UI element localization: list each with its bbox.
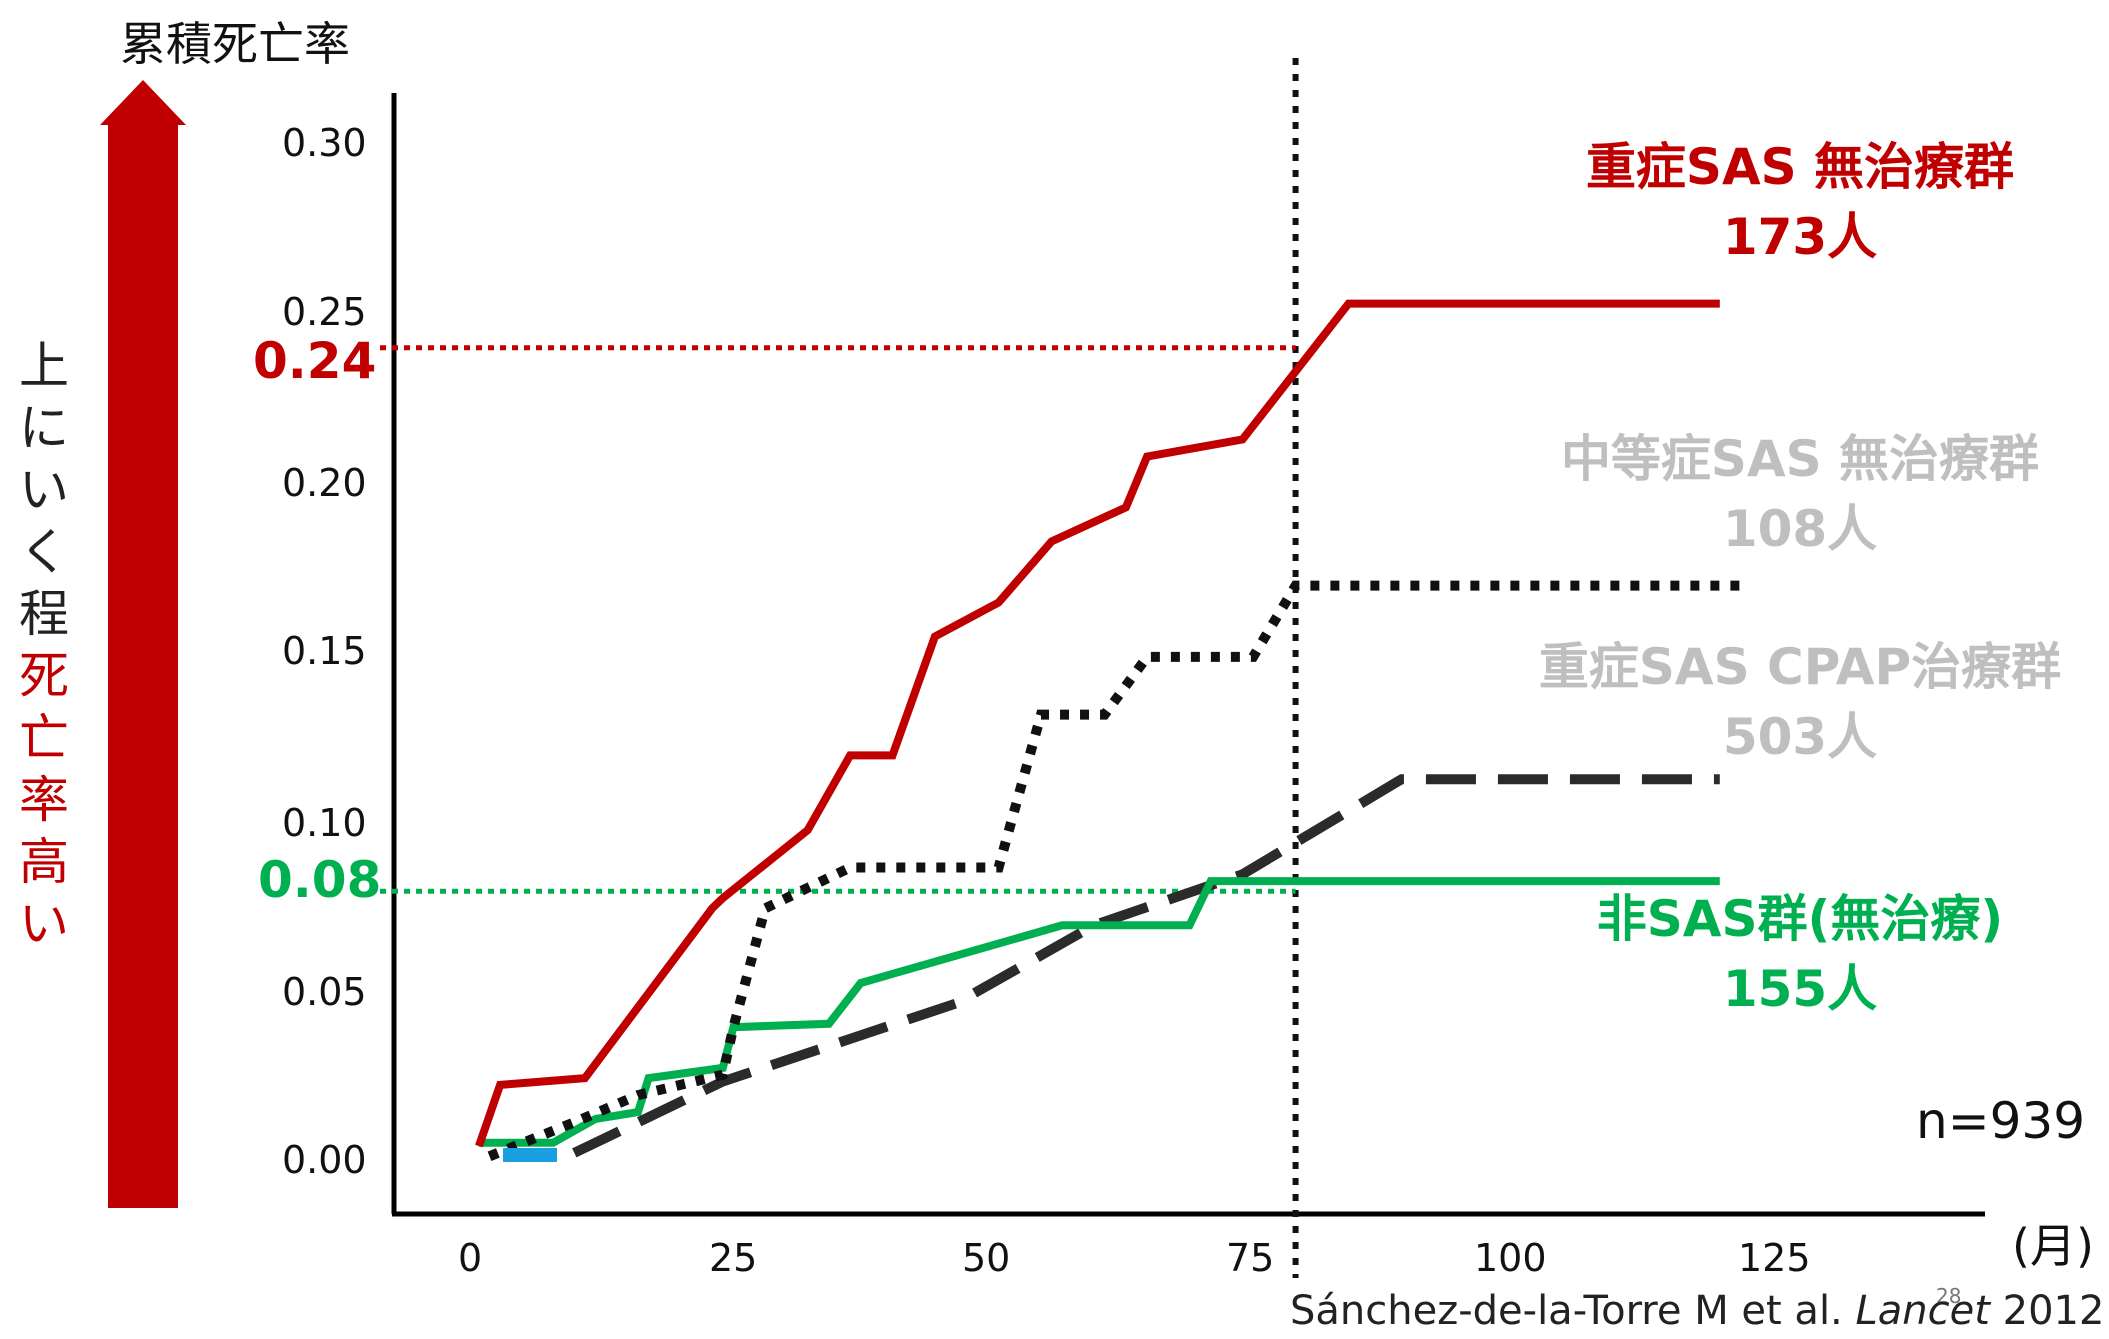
y-tick-label: 0.15: [282, 629, 367, 673]
arrow-caption-char: く: [19, 523, 69, 581]
citation-year: 2012: [1989, 1288, 2105, 1334]
y-tick-label: 0.00: [282, 1138, 367, 1182]
arrow-caption-char: 亡: [19, 709, 69, 767]
y-axis-title: 累積死亡率: [120, 17, 350, 71]
legend-cpap: 重症SAS CPAP治療群 503人: [1500, 632, 2100, 772]
arrow-caption-char: 高: [19, 833, 69, 891]
legend-cpap-count: 503人: [1722, 708, 1878, 766]
legend-cpap-name: 重症SAS CPAP治療群: [1538, 638, 2062, 696]
citation-journal: Lancet: [1855, 1288, 1990, 1334]
highlight-value-green: 0.08: [258, 851, 382, 909]
y-tick-label: 0.10: [282, 801, 367, 845]
legend-severe: 重症SAS 無治療群 173人: [1530, 132, 2070, 272]
legend-severe-name: 重症SAS 無治療群: [1585, 138, 2015, 196]
arrow-caption: 上 に い く 程 死 亡 率 高 い: [14, 335, 74, 955]
up-arrow-head-icon: [100, 80, 186, 125]
citation: Sánchez-de-la-Torre M et al. Lancet 2012: [1290, 1288, 2104, 1334]
y-tick-label: 0.30: [282, 121, 367, 165]
highlight-value-red: 0.24: [253, 332, 377, 390]
arrow-caption-char: い: [19, 461, 69, 519]
x-tick-label: 0: [458, 1236, 483, 1280]
arrow-caption-char: 上: [19, 337, 69, 395]
series-line-moderate-untreated: [487, 580, 1741, 1161]
y-tick-label: 0.05: [282, 970, 367, 1014]
legend-moderate: 中等症SAS 無治療群 108人: [1520, 424, 2080, 564]
x-tick-label: 125: [1738, 1236, 1811, 1280]
y-tick-label: 0.20: [282, 461, 367, 505]
blue-marker: [503, 1148, 557, 1162]
legend-moderate-name: 中等症SAS 無治療群: [1560, 430, 2040, 488]
x-tick-label: 75: [1226, 1236, 1275, 1280]
legend-non-sas-name: 非SAS群(無治療): [1596, 890, 2004, 948]
x-tick-label: 25: [709, 1236, 758, 1280]
arrow-caption-char: 死: [19, 647, 69, 705]
series-line-severe-untreated: [475, 299, 1720, 1148]
page-number: 28: [1936, 1284, 1962, 1308]
series-line-severe-cpap: [572, 774, 1720, 1158]
citation-authors: Sánchez-de-la-Torre M et al.: [1290, 1288, 1856, 1334]
arrow-caption-char: 程: [19, 585, 69, 643]
legend-non-sas-count: 155人: [1722, 960, 1878, 1018]
arrow-caption-char: い: [19, 895, 69, 953]
y-tick-label: 0.25: [282, 290, 367, 334]
legend-moderate-count: 108人: [1722, 500, 1878, 558]
x-tick-label: 100: [1474, 1236, 1547, 1280]
x-axis-unit: (月): [2012, 1219, 2094, 1273]
sample-size: n=939: [1916, 1092, 2086, 1150]
legend-non-sas: 非SAS群(無治療) 155人: [1530, 884, 2070, 1024]
series-line-non-sas: [478, 877, 1720, 1147]
x-tick-label: 50: [962, 1236, 1011, 1280]
up-arrow-icon: [108, 122, 178, 1208]
arrow-caption-char: 率: [19, 771, 69, 829]
legend-severe-count: 173人: [1722, 208, 1878, 266]
arrow-caption-char: に: [19, 399, 69, 457]
